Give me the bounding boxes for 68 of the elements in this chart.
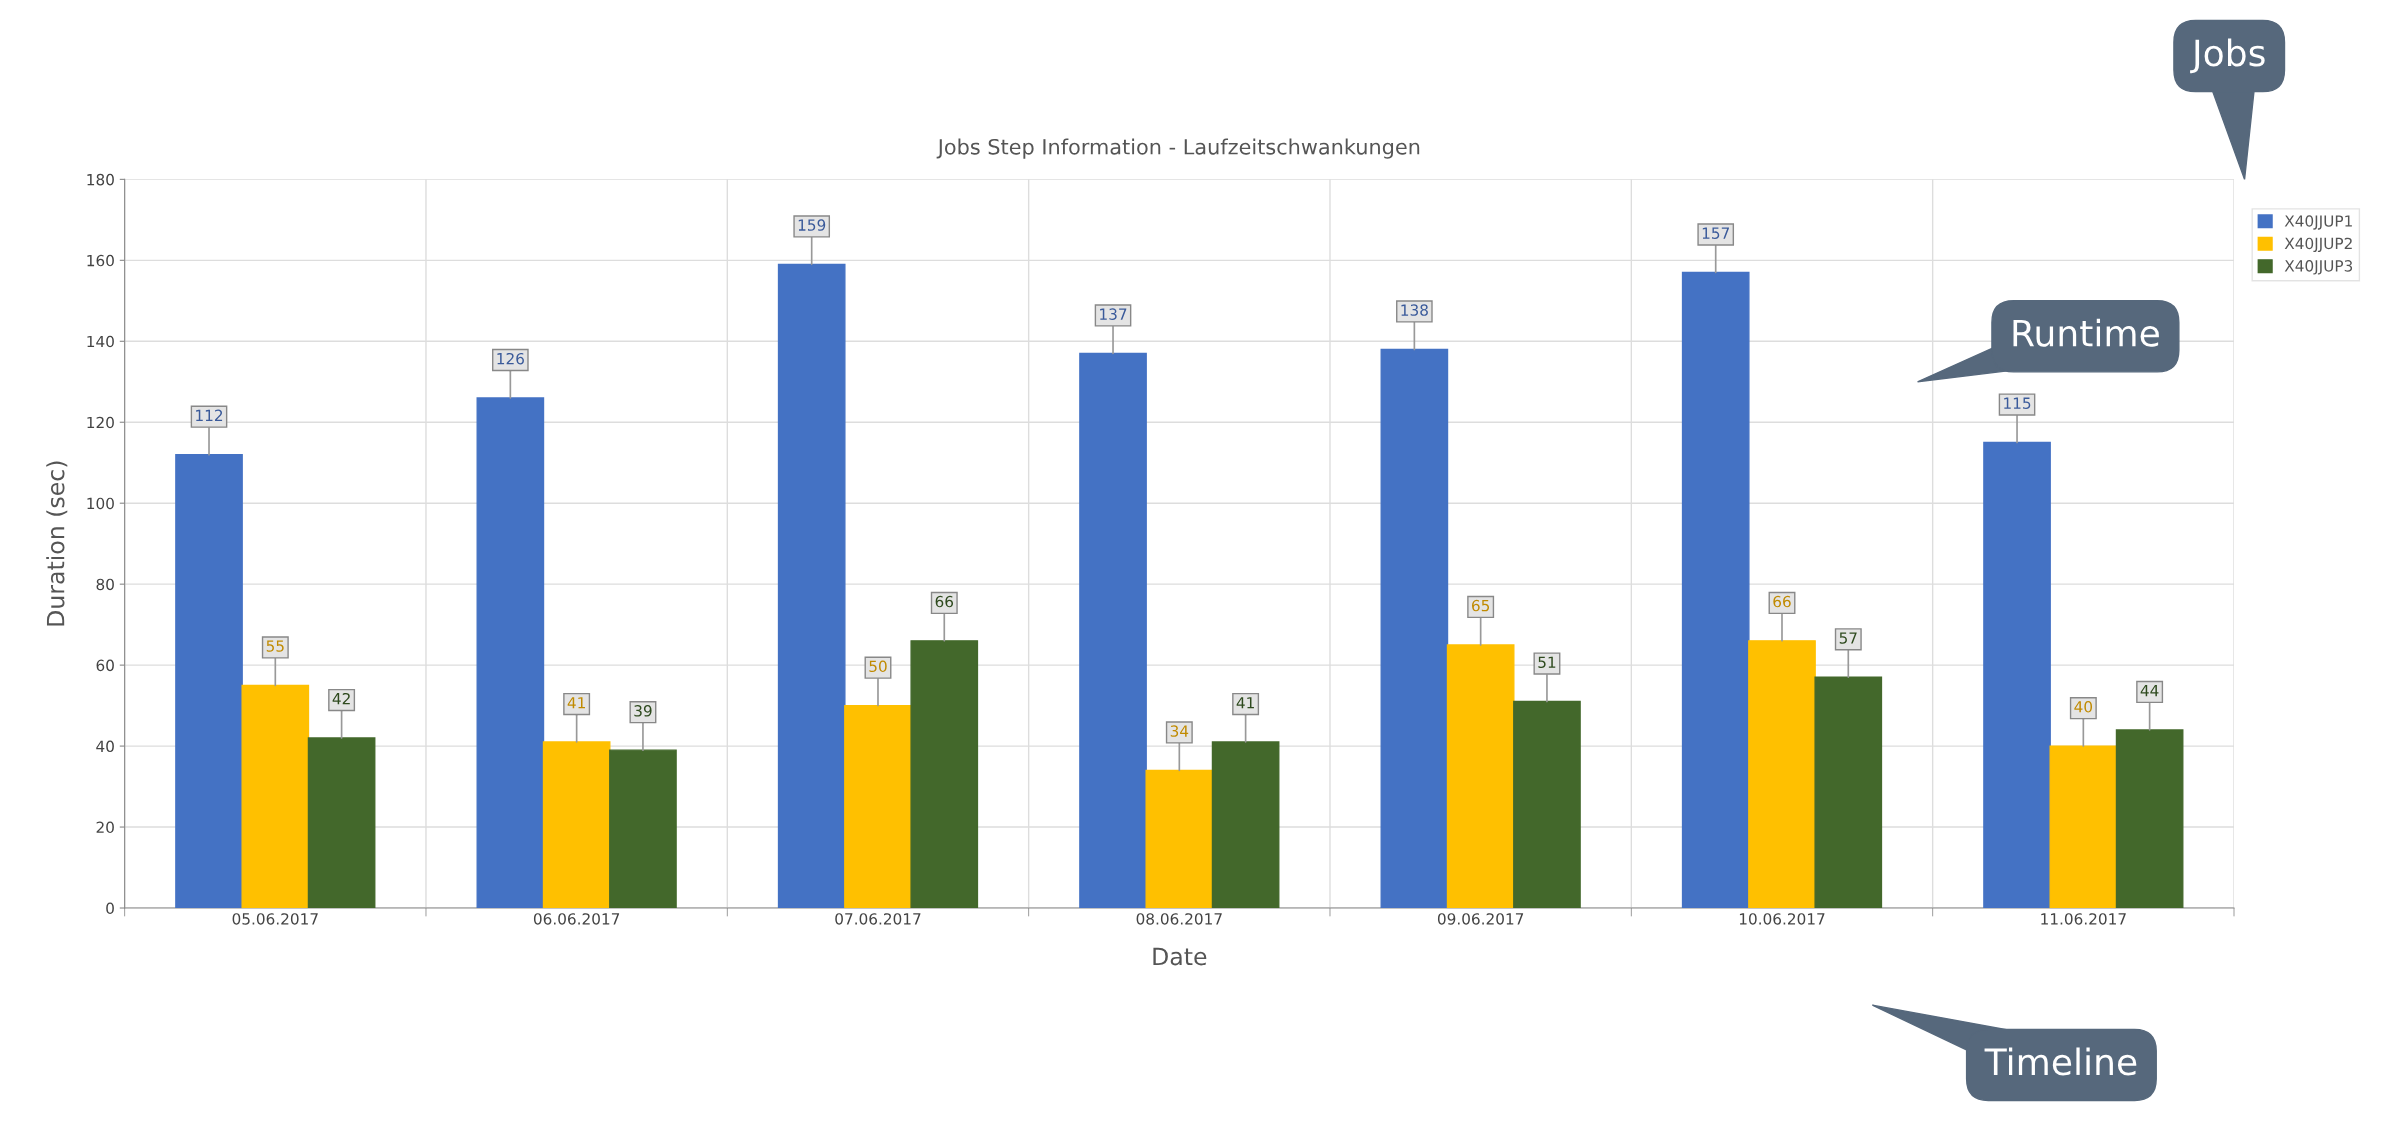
x-tick-label: 10.06.2017 xyxy=(1739,913,1825,925)
bar xyxy=(2115,729,2184,909)
bar xyxy=(609,749,677,909)
bar xyxy=(1748,640,1816,909)
data-label: 157 xyxy=(1702,227,1729,239)
bar xyxy=(476,397,545,909)
x-tick-label: 08.06.2017 xyxy=(1136,913,1222,925)
x-axis-title: Date xyxy=(1153,947,1207,966)
y-tick-label: 60 xyxy=(96,659,114,672)
data-label: 41 xyxy=(1236,697,1254,709)
data-label: 66 xyxy=(1773,595,1791,608)
y-axis-title: Duration (sec) xyxy=(46,461,68,626)
legend-label: X40JJUP1 xyxy=(2284,215,2352,230)
data-label: 55 xyxy=(266,640,284,652)
y-tick-label: 120 xyxy=(87,416,114,429)
data-label: 66 xyxy=(935,595,954,608)
legend-label: X40JJUP2 xyxy=(2284,237,2352,253)
bar xyxy=(910,640,979,909)
bar xyxy=(1814,676,1883,909)
data-label: 112 xyxy=(196,409,223,421)
y-tick-label: 140 xyxy=(87,335,114,348)
data-label: 42 xyxy=(332,692,350,705)
data-label: 57 xyxy=(1839,632,1857,644)
y-tick-label: 160 xyxy=(87,254,114,267)
bar xyxy=(1681,271,1750,909)
y-tick-label: 100 xyxy=(87,497,114,510)
bar xyxy=(2049,745,2118,909)
data-label: 40 xyxy=(2074,701,2093,713)
data-label: 159 xyxy=(798,219,826,231)
y-tick-label: 180 xyxy=(87,173,114,186)
bar xyxy=(1983,441,2051,909)
data-label: 65 xyxy=(1472,599,1490,612)
annotation: Runtime xyxy=(2013,318,2159,347)
bar xyxy=(1145,769,1214,909)
bar xyxy=(542,741,611,909)
x-tick-label: 11.06.2017 xyxy=(2041,913,2126,925)
data-label: 137 xyxy=(1100,308,1127,320)
y-tick-label: 80 xyxy=(96,578,114,591)
x-tick-label: 06.06.2017 xyxy=(533,913,620,925)
y-tick-label: 40 xyxy=(96,740,114,753)
legend-label: X40JJUP3 xyxy=(2284,260,2353,275)
bar xyxy=(175,453,243,909)
text: Jobs xyxy=(2190,38,2265,74)
data-label: 138 xyxy=(1401,304,1428,316)
data-label: 51 xyxy=(1538,656,1556,669)
bar xyxy=(241,684,310,909)
bar xyxy=(1211,741,1280,909)
y-tick-label: 20 xyxy=(96,821,114,834)
bar xyxy=(1380,348,1449,909)
y-tick-label: 0 xyxy=(106,902,114,915)
bar xyxy=(1079,352,1147,909)
data-label: 41 xyxy=(567,697,585,709)
data-label: 50 xyxy=(869,660,887,673)
x-tick-label: 05.06.2017 xyxy=(232,913,318,925)
chart-title: Jobs Step Information - Laufzeitschwankungen xyxy=(936,138,1420,159)
bar xyxy=(307,737,376,909)
data-label: 126 xyxy=(497,352,524,365)
data-label: 34 xyxy=(1170,725,1189,737)
data-label: 39 xyxy=(634,705,652,717)
data-label: 115 xyxy=(2004,397,2031,409)
bar xyxy=(1446,644,1515,909)
text: Timeline xyxy=(1984,1047,2137,1076)
x-tick-label: 09.06.2017 xyxy=(1437,913,1524,925)
bar xyxy=(1513,700,1581,909)
data-label: 44 xyxy=(2140,685,2159,697)
x-tick-label: 07.06.2017 xyxy=(835,913,921,925)
bar xyxy=(844,704,912,909)
bar xyxy=(777,263,846,909)
